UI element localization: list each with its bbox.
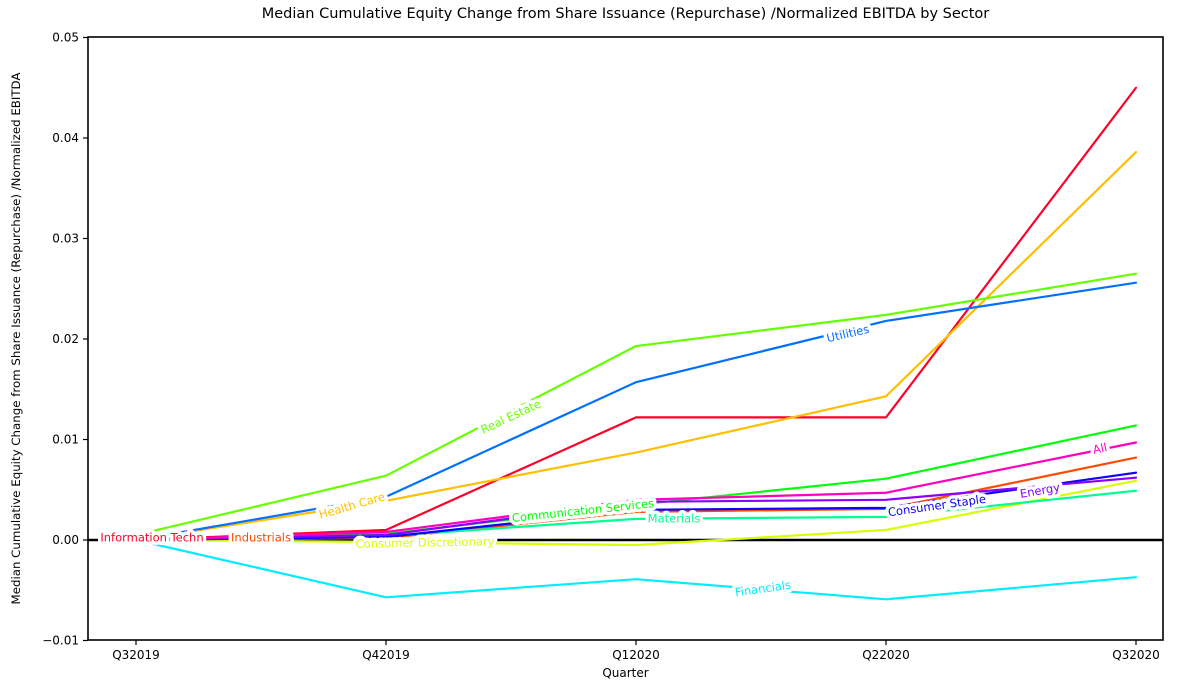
x-axis-label: Quarter bbox=[602, 666, 648, 680]
series-line bbox=[134, 441, 1138, 542]
series-line bbox=[134, 281, 1138, 542]
series-inline-label: Consumer Discretionary bbox=[355, 534, 494, 550]
x-tick-label: Q22020 bbox=[862, 648, 910, 662]
series-line bbox=[134, 538, 1138, 601]
series-line bbox=[134, 471, 1138, 542]
x-tick-label: Q32020 bbox=[1112, 648, 1160, 662]
series-inline-label: All bbox=[1091, 440, 1108, 457]
y-tick-label: −0.01 bbox=[42, 634, 79, 648]
series-line bbox=[134, 150, 1138, 542]
series-inline-label: Materials bbox=[648, 512, 701, 526]
y-tick-label: 0.00 bbox=[52, 533, 79, 547]
y-tick-label: 0.02 bbox=[52, 332, 79, 346]
series-line bbox=[134, 476, 1138, 542]
y-tick-label: 0.03 bbox=[52, 232, 79, 246]
y-tick-label: 0.04 bbox=[52, 131, 79, 145]
x-tick-label: Q32019 bbox=[112, 648, 160, 662]
axes-box bbox=[87, 36, 1164, 641]
x-tick-label: Q42019 bbox=[362, 648, 410, 662]
x-tick-label: Q12020 bbox=[612, 648, 660, 662]
series-line bbox=[134, 272, 1138, 537]
series-line bbox=[134, 479, 1138, 547]
y-tick-label: 0.01 bbox=[52, 433, 79, 447]
chart-title: Median Cumulative Equity Change from Sha… bbox=[262, 6, 990, 22]
y-tick-label: 0.05 bbox=[52, 31, 79, 45]
series-inline-label: Information Techn bbox=[100, 531, 203, 545]
series-inline-label: Industrials bbox=[231, 531, 291, 545]
y-axis-label: Median Cumulative Equity Change from Sha… bbox=[9, 73, 23, 605]
